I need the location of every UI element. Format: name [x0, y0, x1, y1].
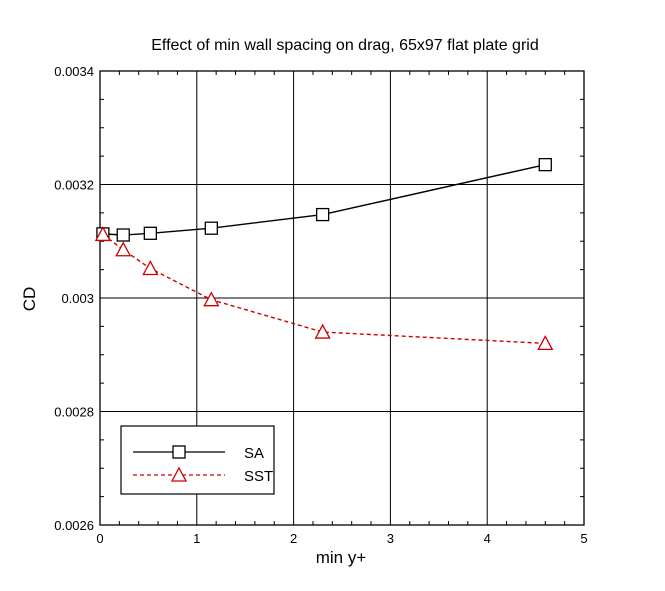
data-point-sst	[94, 226, 111, 242]
plot-frame	[99, 70, 585, 526]
series-line-sst	[102, 233, 546, 345]
chart-title: Effect of min wall spacing on drag, 65x9…	[151, 37, 538, 54]
axis-ticks: 0 1 2 3 4 5 0.0026 0.0028 0.003 0.0032 0.0034	[54, 64, 587, 546]
data-point-sa	[143, 226, 157, 240]
data-point-sst	[537, 335, 554, 351]
x-axis-label: min y+	[316, 548, 367, 567]
data-point-sst	[203, 291, 220, 307]
legend-label-sa: SA	[244, 445, 264, 462]
y-tick-label: 0.0034	[54, 64, 94, 79]
legend: SA SST	[120, 425, 275, 495]
data-point-sa	[204, 221, 218, 235]
data-point-sa	[538, 157, 552, 172]
x-tick-label: 3	[387, 531, 394, 546]
x-tick-label: 0	[96, 531, 103, 546]
series-line-sa	[102, 163, 546, 236]
data-point-sa	[116, 228, 130, 242]
y-axis-label: CD	[20, 287, 39, 312]
x-tick-label: 2	[290, 531, 297, 546]
x-tick-label: 5	[580, 531, 587, 546]
y-tick-label: 0.0032	[54, 178, 94, 193]
y-tick-label: 0.003	[61, 291, 94, 306]
data-point-sa	[315, 207, 330, 222]
legend-marker-sa	[172, 445, 186, 459]
legend-marker-sst	[170, 466, 188, 482]
series-layer	[94, 157, 554, 351]
y-tick-label: 0.0028	[54, 405, 94, 420]
data-point-sst	[314, 323, 331, 339]
y-tick-label: 0.0026	[54, 518, 94, 533]
data-point-sst	[115, 241, 132, 257]
legend-box	[120, 425, 275, 495]
legend-label-sst: SST	[244, 468, 273, 485]
data-point-sst	[142, 260, 159, 276]
x-tick-label: 1	[193, 531, 200, 546]
x-tick-label: 4	[484, 531, 491, 546]
